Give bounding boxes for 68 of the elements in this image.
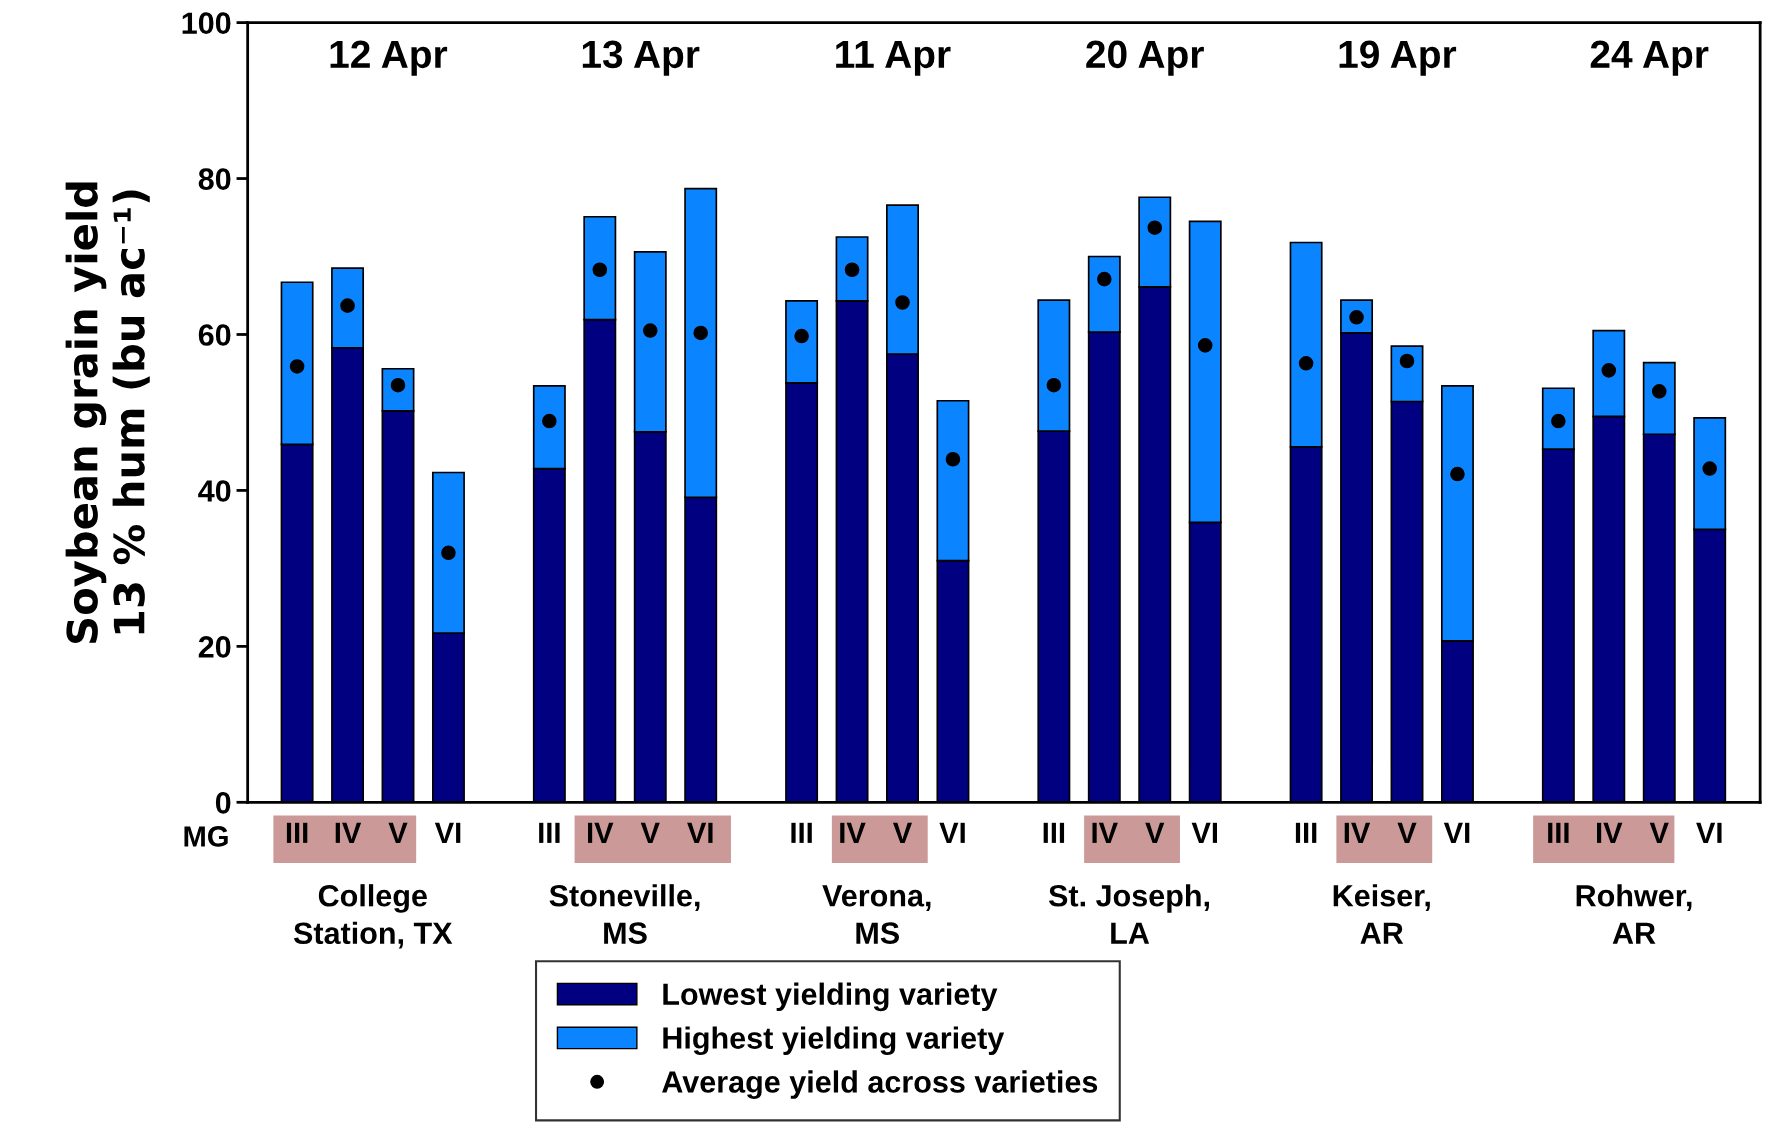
annotation: 11 Apr — [836, 40, 951, 76]
x-tick-label: IV — [1344, 822, 1371, 843]
point — [642, 323, 658, 338]
x-tick-label: III — [1043, 822, 1065, 843]
x-tick-label: IV — [840, 822, 866, 843]
point — [1450, 466, 1465, 482]
point — [1046, 377, 1062, 393]
x-tick-label: IV — [335, 822, 362, 843]
legend-label: Highest yielding variety — [663, 1026, 1005, 1056]
annotation: 19 Apr — [1339, 40, 1457, 76]
point — [945, 451, 961, 467]
text: St. Joseph, LA — [1048, 884, 1209, 944]
y-tick-label: 40 — [198, 480, 231, 502]
x-tick-label: VI — [434, 822, 461, 843]
x-tick-label: VI — [1191, 822, 1218, 843]
point — [1147, 220, 1163, 235]
point — [542, 413, 557, 429]
point — [895, 295, 910, 310]
y-axis-title: Soybean grain yield 13 % hum (bu ac⁻¹) — [65, 182, 150, 643]
y-tick-label: 60 — [198, 324, 231, 346]
point — [289, 359, 305, 374]
point — [794, 328, 809, 344]
point — [1298, 356, 1314, 371]
point — [1702, 461, 1717, 476]
point — [441, 545, 456, 561]
point — [1651, 384, 1667, 399]
point — [1399, 353, 1415, 369]
point — [340, 298, 355, 313]
annotation: 20 Apr — [1086, 40, 1204, 76]
x-tick-label: IV — [587, 822, 614, 843]
text: Keiser, AR — [1333, 884, 1430, 944]
x-tick-label: V — [388, 822, 408, 843]
annotation: 24 Apr — [1590, 40, 1709, 76]
point — [1601, 363, 1617, 378]
point — [1097, 271, 1112, 287]
x-tick-label: V — [1649, 822, 1669, 843]
x-tick-label: V — [1145, 822, 1165, 843]
y-tick-label: 20 — [198, 636, 231, 658]
y-tick-label: 0 — [215, 792, 231, 814]
text: Rohwer, AR — [1576, 884, 1692, 944]
annotation: 13 Apr — [582, 40, 700, 76]
text: Verona, MS — [822, 885, 931, 944]
point — [844, 262, 860, 278]
x-tick-label: V — [640, 822, 660, 843]
legend-label: Average yield across varieties — [662, 1070, 1098, 1099]
x-tick-label: VI — [1696, 822, 1722, 843]
x-tick-label: V — [892, 822, 913, 843]
x-tick-label: III — [286, 822, 308, 843]
y-tick-label: 80 — [198, 168, 231, 190]
annotation: 12 Apr — [330, 40, 448, 76]
y-tick-label: 100 — [182, 12, 231, 34]
text: College Station, TX — [293, 884, 453, 949]
x-tick-label: V — [1397, 822, 1417, 843]
x-tick-label: III — [1548, 822, 1569, 843]
legend-label: Lowest yielding variety — [663, 982, 998, 1012]
point — [693, 325, 708, 341]
x-tick-label: III — [791, 822, 812, 843]
x-tick-label: IV — [1092, 822, 1118, 843]
point — [592, 262, 608, 278]
text: Stoneville, MS — [549, 884, 700, 944]
x-tick-label: III — [1295, 822, 1317, 843]
x-tick-label: VI — [687, 822, 713, 843]
x-tick-label: III — [539, 822, 560, 843]
text: MG — [184, 826, 228, 847]
x-tick-label: VI — [1443, 822, 1470, 843]
point — [1197, 338, 1213, 353]
x-tick-label: VI — [939, 822, 965, 843]
x-tick-label: IV — [1596, 822, 1623, 843]
